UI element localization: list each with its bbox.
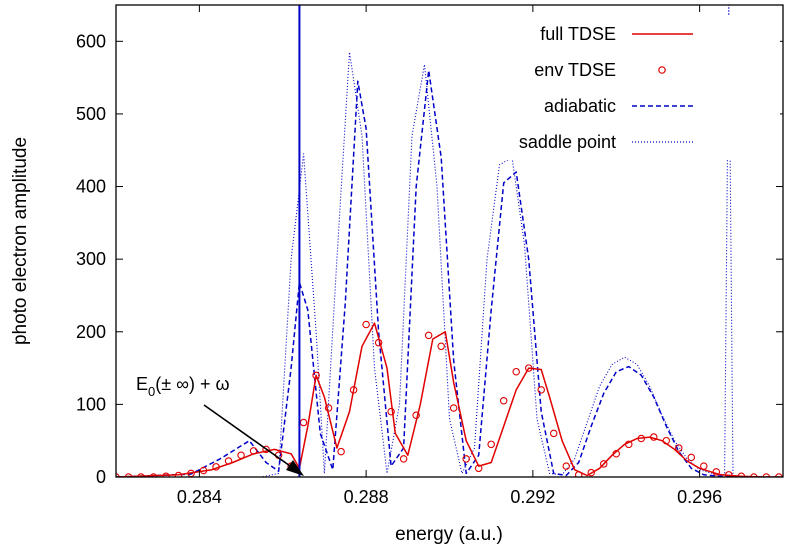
series-env-tdse-point — [224, 457, 233, 465]
series-env-tdse-point — [474, 464, 483, 473]
series-full-tdse-line — [116, 322, 783, 477]
series-env-tdse-point — [712, 468, 721, 476]
series-env-tdse-point — [462, 455, 470, 463]
series-env-tdse-point — [324, 404, 333, 412]
x-tick-label: 0.296 — [677, 487, 722, 507]
annotation-arrow-shaft — [203, 404, 301, 474]
y-tick-label: 400 — [76, 177, 106, 197]
series-env-tdse-point — [574, 471, 583, 477]
legend-label-env-tdse: env TDSE — [534, 60, 616, 80]
series-env-tdse-point — [725, 471, 733, 477]
y-tick-label: 600 — [76, 31, 106, 51]
x-ticks: 0.284 0.288 0.292 0.296 — [177, 5, 722, 507]
series-env-tdse-point — [449, 404, 458, 412]
series-env-tdse-point — [174, 471, 183, 477]
x-tick-label: 0.284 — [177, 487, 222, 507]
series-env-tdse-point — [662, 436, 671, 445]
annotation-rest: (± ∞) + ω — [155, 374, 229, 394]
series-env-tdse-point — [362, 320, 370, 329]
y-axis-title: photo electron amplitude — [10, 137, 31, 345]
x-axis-title: energy (a.u.) — [395, 524, 503, 545]
annotation: E0(± ∞) + ω — [136, 374, 304, 476]
legend-background — [480, 15, 780, 160]
annotation-main: E — [136, 374, 148, 394]
y-tick-label: 500 — [76, 104, 106, 124]
series-env-tdse-point — [537, 386, 545, 394]
series-env-tdse-point — [237, 451, 245, 459]
legend-label-full-tdse: full TDSE — [540, 24, 616, 44]
annotation-label: E0(± ∞) + ω — [136, 374, 230, 399]
series-env-tdse-point — [412, 411, 420, 420]
series-env-tdse-point — [637, 434, 646, 443]
series-env-tdse-point — [524, 364, 533, 372]
series-env-tdse-point — [737, 472, 746, 477]
series-env-tdse-point — [399, 455, 408, 463]
series-env-tdse-point — [675, 444, 683, 452]
series-env-tdse-point — [312, 371, 320, 380]
legend-label-saddle-point: saddle point — [519, 132, 616, 152]
series-adiabatic-line — [116, 69, 783, 477]
series-env-tdse-point — [199, 466, 208, 475]
x-tick-label: 0.288 — [344, 487, 389, 507]
series-env-tdse-point — [437, 342, 445, 351]
series-env-tdse-point — [599, 460, 608, 468]
series-env-tdse-point — [487, 440, 495, 449]
legend-swatch-env-tdse — [658, 66, 666, 74]
x-tick-label: 0.292 — [510, 487, 555, 507]
y-tick-label: 0 — [96, 467, 106, 487]
legend: full TDSE env TDSE adiabatic saddle poin… — [480, 15, 780, 160]
annotation-subscript: 0 — [148, 384, 155, 399]
series-env-tdse-point — [349, 386, 358, 394]
series-env-tdse-point — [212, 463, 220, 471]
series-env-tdse-point — [337, 447, 345, 456]
series-env-tdse-point — [262, 445, 270, 454]
y-tick-label: 200 — [76, 322, 106, 342]
series-env-tdse-point — [249, 447, 258, 455]
y-tick-label: 100 — [76, 394, 106, 414]
series-env-tdse-point — [387, 407, 395, 416]
series-env-tdse-point — [587, 468, 595, 477]
annotation-arrow-head — [286, 460, 304, 476]
series-env-tdse-point — [562, 462, 570, 470]
series-env-tdse-point — [700, 462, 708, 470]
y-tick-label: 300 — [76, 249, 106, 269]
y-ticks: 0 100 200 300 400 500 600 — [76, 31, 783, 487]
series-env-tdse-point — [499, 397, 508, 405]
series-env-tdse-point — [549, 429, 558, 438]
series-env-tdse-point — [650, 433, 658, 441]
series-env-tdse-point — [424, 331, 433, 340]
series-env-tdse-point — [687, 453, 696, 462]
series-env-tdse-point — [625, 440, 633, 449]
plot-frame — [115, 4, 784, 478]
series-env-tdse-point — [612, 450, 620, 458]
legend-label-adiabatic: adiabatic — [544, 96, 616, 116]
series-env-tdse-point — [162, 472, 170, 477]
series-env-tdse-point — [512, 367, 520, 376]
series-env-tdse-point — [374, 338, 383, 347]
